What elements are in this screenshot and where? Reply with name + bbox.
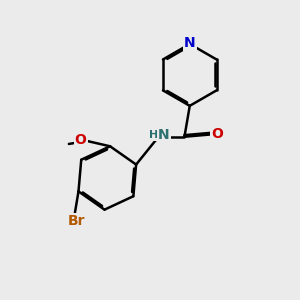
Text: N: N (184, 35, 196, 50)
Text: Br: Br (68, 214, 85, 228)
Text: N: N (158, 128, 170, 142)
Text: H: H (148, 130, 158, 140)
Text: O: O (212, 128, 224, 141)
Text: O: O (75, 134, 87, 147)
